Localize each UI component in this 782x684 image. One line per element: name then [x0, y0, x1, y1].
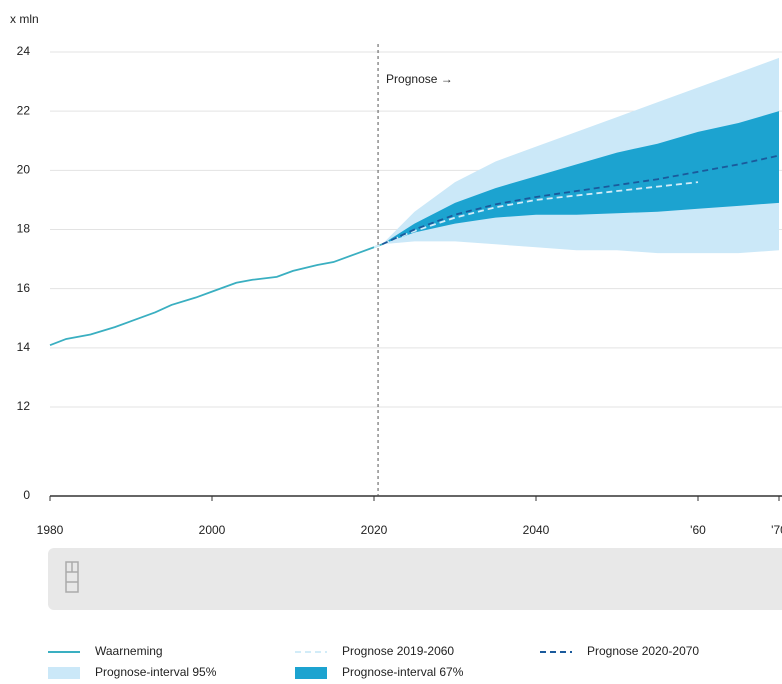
x-tick-label: '70	[771, 523, 782, 537]
y-tick-label: 12	[17, 399, 31, 413]
x-tick-label: 1980	[37, 523, 64, 537]
y-tick-label: 0	[23, 488, 30, 502]
y-tick-label: 24	[17, 44, 31, 58]
y-tick-label: 18	[17, 222, 31, 236]
y-tick-label: 22	[17, 103, 31, 117]
cbs-logo	[65, 561, 79, 593]
y-tick-label: 16	[17, 281, 31, 295]
x-tick-label: 2040	[523, 523, 550, 537]
legend-swatch	[295, 667, 327, 679]
y-tick-label: 20	[17, 163, 31, 177]
legend-label: Prognose-interval 67%	[342, 665, 464, 679]
legend-label: Prognose 2019-2060	[342, 644, 454, 658]
annotation: Prognose →	[386, 72, 453, 86]
legend-label: Prognose 2020-2070	[587, 644, 699, 658]
x-tick-label: 2020	[361, 523, 388, 537]
legend-label: Waarneming	[95, 644, 163, 658]
y-tick-label: 14	[17, 340, 31, 354]
x-tick-label: 2000	[199, 523, 226, 537]
legend-label: Prognose-interval 95%	[95, 665, 217, 679]
line	[49, 243, 383, 347]
line	[381, 154, 780, 246]
x-tick-label: '60	[690, 523, 706, 537]
legend-swatch	[48, 667, 80, 679]
y-axis-label: x mln	[10, 12, 39, 26]
footer-panel	[48, 548, 782, 610]
